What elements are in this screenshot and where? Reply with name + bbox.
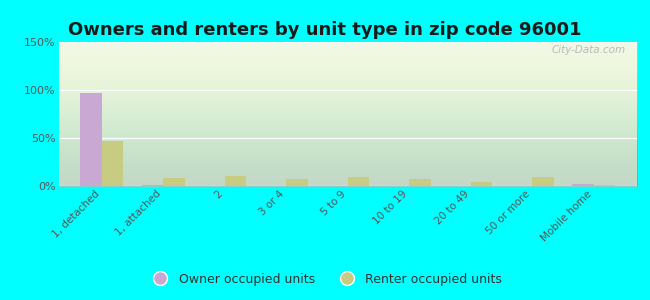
Bar	[348, 177, 369, 186]
Bar	[101, 141, 123, 186]
Bar	[410, 179, 431, 186]
Bar	[80, 93, 101, 186]
Bar	[142, 185, 163, 186]
Bar	[471, 182, 493, 186]
Bar	[532, 177, 554, 186]
Text: City-Data.com: City-Data.com	[551, 45, 625, 55]
Bar	[573, 184, 594, 186]
Bar	[286, 179, 307, 186]
Bar	[594, 185, 616, 186]
Text: Owners and renters by unit type in zip code 96001: Owners and renters by unit type in zip c…	[68, 21, 582, 39]
Bar	[225, 176, 246, 186]
Legend: Owner occupied units, Renter occupied units: Owner occupied units, Renter occupied un…	[143, 268, 507, 291]
Bar	[163, 178, 185, 186]
